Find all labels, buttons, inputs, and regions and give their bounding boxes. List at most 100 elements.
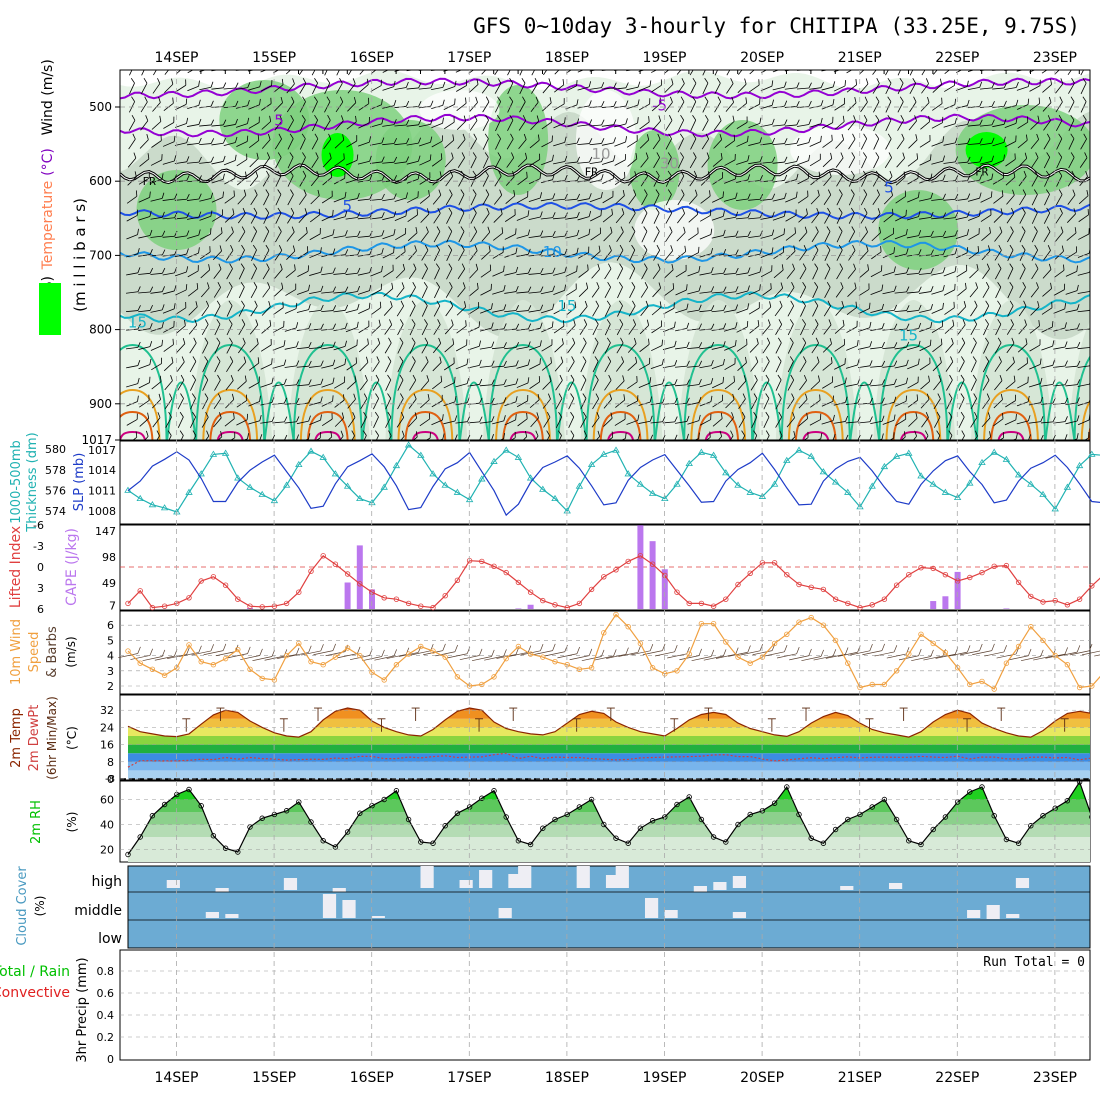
wind-barb <box>224 190 235 204</box>
barb-flag <box>753 393 758 399</box>
barb-shaft <box>614 141 626 147</box>
barb-shaft <box>517 158 528 168</box>
barb-flag <box>318 208 321 215</box>
wind-barb <box>138 323 153 331</box>
wind-barb <box>689 70 697 76</box>
barb-flag <box>771 211 775 218</box>
wind-barb <box>552 230 568 238</box>
barb-flag <box>320 247 322 254</box>
barb-flag <box>137 395 139 402</box>
barb-flag <box>308 379 312 385</box>
barb-shaft <box>565 123 578 128</box>
wind-barb <box>287 133 294 150</box>
wind-barb <box>553 117 566 129</box>
wind-barb <box>431 135 443 148</box>
wind-barb <box>150 154 163 166</box>
wind-barb <box>187 283 199 297</box>
wind-barb <box>761 283 772 297</box>
barb-shaft <box>323 139 332 150</box>
barb-shaft <box>714 70 721 76</box>
wind-barb <box>749 338 759 353</box>
wind-barb <box>736 135 749 147</box>
barb-shaft <box>237 381 247 390</box>
wind-barb <box>347 96 357 112</box>
barb-flag <box>527 323 532 330</box>
wind-barb <box>799 244 807 261</box>
wind-barb <box>455 358 469 370</box>
barb-flag <box>448 226 453 232</box>
wind-barb <box>737 356 747 371</box>
barb-shaft <box>516 253 529 257</box>
barb-shaft <box>419 437 431 440</box>
barb-shaft <box>333 235 346 239</box>
wind-barb <box>674 379 690 387</box>
barb-flag <box>439 171 442 178</box>
barb-shaft <box>738 435 746 440</box>
barb-shaft <box>604 342 611 354</box>
barb-flag <box>307 246 309 253</box>
wind-barb <box>214 356 221 373</box>
barb-shaft <box>468 84 479 93</box>
wind-barb <box>443 396 457 407</box>
barb-flag <box>515 228 517 235</box>
barb-flag <box>594 337 599 343</box>
barb-shaft <box>626 122 638 129</box>
barb-flag <box>206 430 210 437</box>
barb-shaft <box>141 70 148 76</box>
barb-flag <box>133 152 137 159</box>
wind-barb <box>446 226 453 243</box>
barb-flag <box>289 170 294 177</box>
wind-barb <box>601 119 617 127</box>
barb-shaft <box>309 290 321 295</box>
barb-shaft <box>235 123 248 128</box>
barb-shaft <box>675 421 687 424</box>
wind-barb <box>748 284 761 296</box>
wind-barb <box>418 100 434 109</box>
wind-barb <box>760 229 775 239</box>
barb-flag <box>460 226 465 232</box>
barb-shaft <box>699 419 711 426</box>
wind-barb <box>528 192 543 203</box>
barb-shaft <box>763 361 770 373</box>
wind-barb <box>299 115 306 132</box>
barb-shaft <box>787 287 795 298</box>
wind-barb <box>285 70 296 75</box>
barb-shaft <box>480 270 491 278</box>
barb-shaft <box>687 347 700 350</box>
barb-flag <box>564 248 568 255</box>
wind-barb <box>663 283 675 297</box>
barb-flag <box>184 319 186 326</box>
barb-flag <box>174 193 178 200</box>
barb-shaft <box>627 381 638 390</box>
barb-flag <box>547 411 551 418</box>
barb-shaft <box>812 268 819 280</box>
barb-shaft <box>406 87 419 90</box>
barb-flag <box>718 115 722 121</box>
barb-flag <box>747 267 751 274</box>
wind-barb <box>725 115 735 130</box>
barb-flag <box>296 416 300 422</box>
wind-barb <box>530 430 539 440</box>
wind-barb <box>371 337 381 353</box>
barb-shaft <box>580 342 587 354</box>
barb-shaft <box>431 87 443 90</box>
barb-shaft <box>774 306 783 317</box>
barb-flag <box>149 358 152 365</box>
barb-shaft <box>504 419 516 426</box>
wind-barb <box>711 229 726 239</box>
barb-shaft <box>519 82 526 95</box>
barb-shaft <box>443 104 455 110</box>
barb-shaft <box>275 175 282 187</box>
barb-shaft <box>664 250 673 261</box>
barb-shaft <box>443 382 455 389</box>
barb-flag <box>491 416 495 422</box>
barb-shaft <box>418 105 431 109</box>
barb-shaft <box>736 290 748 295</box>
wind-barb <box>711 267 727 275</box>
barb-flag <box>131 96 135 102</box>
barb-shaft <box>772 215 785 221</box>
barb-shaft <box>275 212 282 224</box>
wind-barb <box>626 395 639 407</box>
wind-barb <box>323 133 332 150</box>
barb-shaft <box>540 308 553 314</box>
